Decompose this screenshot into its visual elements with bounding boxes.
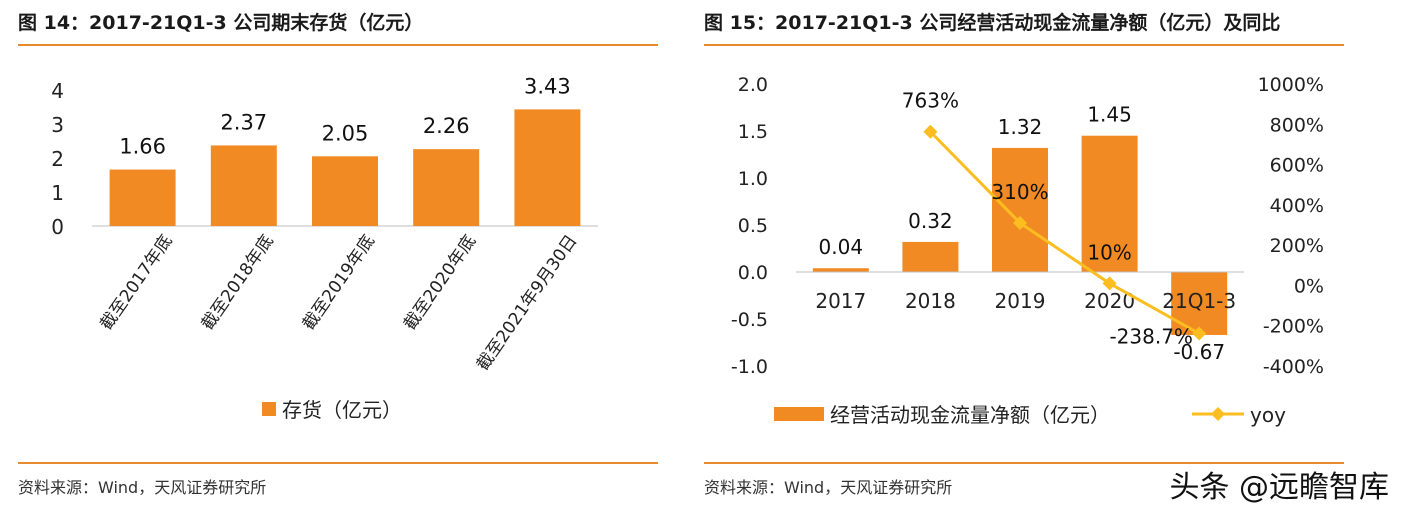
y-tick-label: 2 — [51, 147, 64, 171]
bar-value-label: 1.66 — [119, 135, 166, 159]
yoy-point — [1102, 276, 1117, 291]
bar-value-label: 0.04 — [819, 235, 864, 259]
watermark-text: 头条 @远瞻智库 — [1169, 470, 1389, 505]
y-tick-label: 0.0 — [738, 262, 768, 284]
cashflow-chart-title: 图 15：2017-21Q1-3 公司经营活动现金流量净额（亿元）及同比 — [704, 12, 1281, 34]
legend-swatch-bar — [774, 407, 824, 421]
y-tick-label: 4 — [51, 79, 64, 103]
source-note: 资料来源：Wind，天风证券研究所 — [704, 478, 953, 497]
cashflow-combo-chart: -1.0 -0.5 0.0 0.5 1.0 1.5 2.0 -400% -200% 0% 200% 4… — [731, 74, 1324, 427]
cashflow-panel: 图 15：2017-21Q1-3 公司经营活动现金流量净额（亿元）及同比 -1.… — [704, 0, 1344, 518]
y2-tick-label: 800% — [1270, 114, 1324, 136]
source-divider — [18, 462, 658, 464]
y2-tick-label: -200% — [1263, 316, 1324, 338]
y-tick-label: 1.5 — [738, 121, 768, 143]
yoy-value-label: -238.7% — [1109, 325, 1192, 349]
bar-value-label: 2.37 — [220, 110, 267, 134]
bar-value-label: 0.32 — [908, 209, 953, 233]
y2-tick-label: 200% — [1270, 235, 1324, 257]
y-tick-label: 3 — [51, 113, 64, 137]
legend-label-bar: 经营活动现金流量净额（亿元） — [830, 403, 1110, 427]
y-tick-label: 2.0 — [738, 74, 768, 96]
title-divider — [704, 44, 1344, 46]
x-tick-label: 截至2019年底 — [299, 231, 379, 334]
yoy-line — [929, 130, 1200, 335]
inventory-bar — [514, 109, 581, 226]
inventory-chart-title: 图 14：2017-21Q1-3 公司期末存货（亿元） — [18, 12, 424, 34]
legend-swatch-marker — [1211, 407, 1225, 421]
source-note: 资料来源：Wind，天风证券研究所 — [18, 478, 267, 497]
bar-value-label: 3.43 — [524, 74, 571, 98]
y-tick-label: 0.5 — [738, 215, 768, 237]
yoy-value-label: 310% — [991, 180, 1048, 204]
y-tick-label: -1.0 — [731, 356, 768, 378]
y-tick-label: 1 — [51, 181, 64, 205]
yoy-value-label: 763% — [902, 89, 959, 113]
y-tick-label: 0 — [51, 215, 64, 239]
x-tick-label: 2018 — [905, 289, 956, 313]
cashflow-bar — [992, 147, 1048, 272]
y-tick-label: 1.0 — [738, 168, 768, 190]
y2-tick-label: -400% — [1263, 356, 1324, 378]
cashflow-bar — [1081, 135, 1138, 272]
x-tick-label: 2017 — [815, 289, 866, 313]
yoy-point — [923, 124, 938, 139]
bar-value-label: -0.67 — [1173, 340, 1225, 364]
x-tick-label: 截至2018年底 — [198, 231, 278, 334]
yoy-point — [1192, 326, 1207, 341]
inventory-bar — [210, 145, 277, 226]
inventory-panel: 图 14：2017-21Q1-3 公司期末存货（亿元） 0 1 2 3 4 1.66 截至2… — [18, 0, 658, 518]
legend-label: 存货（亿元） — [282, 398, 402, 422]
inventory-bar — [312, 156, 378, 226]
y2-tick-label: 600% — [1270, 155, 1324, 177]
yoy-point — [1013, 215, 1027, 230]
cashflow-bar — [902, 241, 959, 272]
title-divider — [18, 44, 658, 46]
bar-value-label: 2.26 — [423, 114, 470, 138]
y2-tick-label: 1000% — [1258, 74, 1324, 96]
bar-value-label: 1.32 — [998, 115, 1043, 139]
inventory-bar — [109, 169, 176, 226]
source-divider — [704, 462, 1344, 464]
x-tick-label: 2019 — [995, 289, 1046, 313]
y-tick-label: -0.5 — [731, 309, 768, 331]
cashflow-bar — [812, 268, 869, 272]
inventory-bar-chart: 0 1 2 3 4 1.66 截至2017年底 2.37 截至2018年底 2.05 截至2019年… — [51, 74, 598, 422]
x-tick-label: 截至2020年底 — [400, 231, 480, 334]
bar-value-label: 1.45 — [1087, 103, 1132, 127]
x-tick-label: 截至2017年底 — [96, 231, 176, 334]
bar-value-label: 2.05 — [322, 121, 369, 145]
legend-label-line: yoy — [1250, 403, 1286, 427]
yoy-value-label: 10% — [1087, 240, 1131, 264]
inventory-bar — [413, 149, 480, 226]
x-tick-label: 截至2021年9月30日 — [473, 231, 582, 374]
legend-swatch — [262, 402, 276, 416]
y2-tick-label: 0% — [1294, 275, 1324, 297]
x-tick-label: 21Q1-3 — [1162, 289, 1236, 313]
y2-tick-label: 400% — [1270, 195, 1324, 217]
